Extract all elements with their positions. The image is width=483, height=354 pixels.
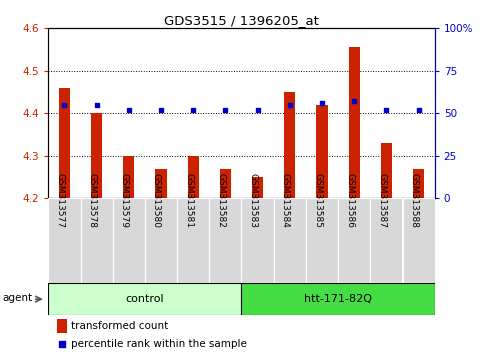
Bar [48,283,242,315]
Text: GSM313586: GSM313586 [345,173,354,228]
Bar [274,198,306,283]
Text: GSM313578: GSM313578 [87,173,97,228]
Point [125,107,133,113]
Bar [123,156,134,198]
Bar [156,169,167,198]
Text: control: control [126,294,164,304]
Bar [113,198,145,283]
Bar [59,88,70,198]
Text: GSM313583: GSM313583 [249,173,257,228]
Point [254,107,261,113]
Bar [187,156,199,198]
Bar [402,198,435,283]
Point [58,341,66,347]
Point [318,100,326,106]
Bar [91,113,102,198]
Text: transformed count: transformed count [71,321,168,331]
Bar [242,283,435,315]
Bar [413,169,424,198]
Text: percentile rank within the sample: percentile rank within the sample [71,339,247,349]
Bar [381,143,392,198]
Point [222,107,229,113]
Text: GSM313581: GSM313581 [184,173,193,228]
Text: GSM313584: GSM313584 [281,173,290,228]
Point [93,102,100,108]
Text: GSM313582: GSM313582 [216,173,226,228]
Bar [220,169,231,198]
Bar [306,198,338,283]
Bar [370,198,402,283]
Text: htt-171-82Q: htt-171-82Q [304,294,372,304]
Title: GDS3515 / 1396205_at: GDS3515 / 1396205_at [164,14,319,27]
Text: GSM313577: GSM313577 [56,173,64,228]
Bar [338,198,370,283]
Bar [284,92,296,198]
Bar [48,198,81,283]
Bar [349,47,360,198]
Text: GSM313580: GSM313580 [152,173,161,228]
Point [286,102,294,108]
Point [189,107,197,113]
Bar [177,198,209,283]
Text: agent: agent [2,292,32,303]
Bar [316,105,327,198]
Bar [209,198,242,283]
Bar [57,319,67,333]
Bar [242,198,274,283]
Point [350,98,358,104]
Text: GSM313587: GSM313587 [377,173,386,228]
Text: GSM313585: GSM313585 [313,173,322,228]
Bar [145,198,177,283]
Point [415,107,423,113]
Bar [252,177,263,198]
Text: GSM313588: GSM313588 [410,173,419,228]
Point [383,107,390,113]
Text: GSM313579: GSM313579 [120,173,129,228]
Point [157,107,165,113]
Point [60,102,68,108]
Bar [81,198,113,283]
